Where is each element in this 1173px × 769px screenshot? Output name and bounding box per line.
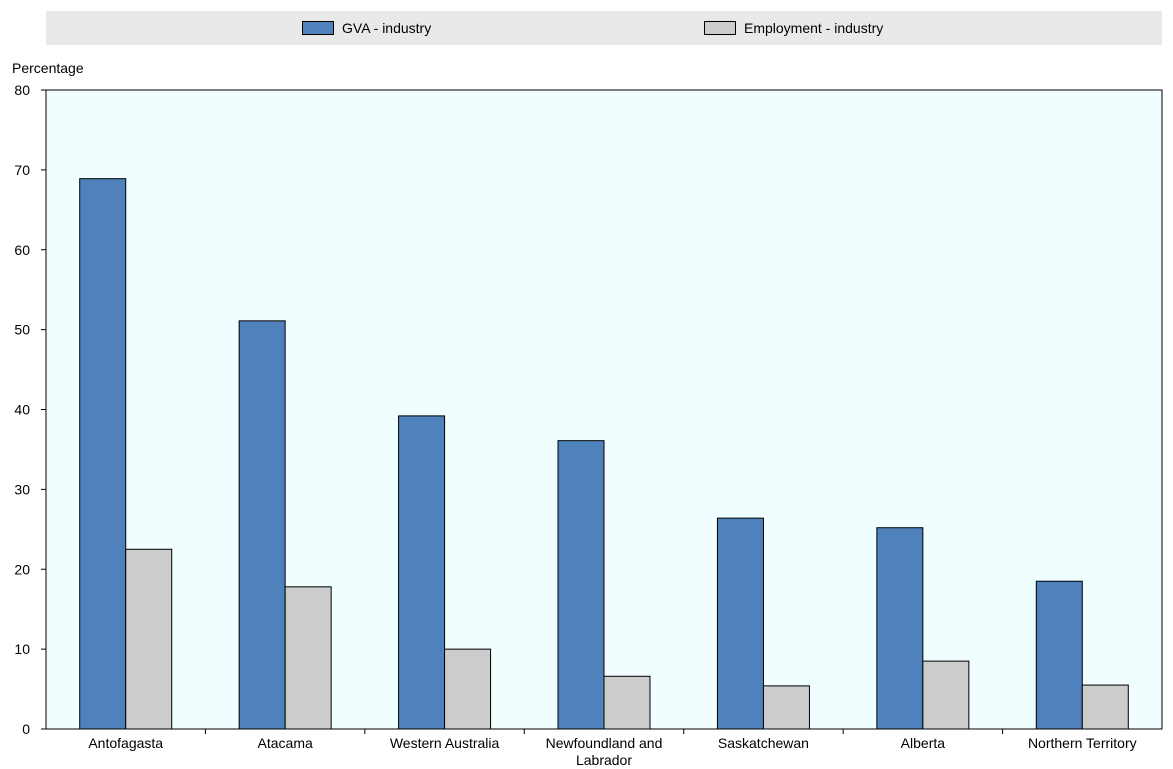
bar-gva [79, 178, 127, 730]
x-tick-label: Western Australia [390, 735, 500, 751]
y-tick-label: 70 [14, 162, 30, 178]
x-tick-label: Saskatchewan [718, 735, 809, 751]
x-tick-label: Northern Territory [1028, 735, 1137, 751]
y-tick-label: 20 [14, 561, 30, 577]
x-tick-label: Newfoundland and Labrador [546, 735, 663, 768]
y-tick-label: 0 [22, 721, 30, 737]
x-tick-label: Antofagasta [88, 735, 163, 751]
bar-employment [1081, 684, 1129, 730]
bar-gva [716, 517, 764, 730]
bar-gva [557, 440, 605, 730]
bar-gva [1035, 580, 1083, 730]
legend-item-gva: GVA - industry [302, 19, 431, 37]
y-tick-label: 30 [14, 481, 30, 497]
legend: GVA - industry Employment - industry [46, 11, 1162, 45]
bar-employment [284, 586, 332, 730]
y-tick-label: 80 [14, 82, 30, 98]
bar-employment [762, 685, 810, 730]
bar-employment [125, 548, 173, 730]
bar-employment [444, 648, 492, 730]
legend-swatch-gva [302, 21, 334, 35]
y-tick-label: 10 [14, 641, 30, 657]
x-tick-label: Atacama [258, 735, 313, 751]
legend-item-employment: Employment - industry [704, 19, 883, 37]
y-axis-label: Percentage [12, 60, 84, 76]
x-tick-label: Alberta [901, 735, 946, 751]
legend-swatch-employment [704, 21, 736, 35]
legend-label-employment: Employment - industry [744, 20, 884, 36]
bar-gva [876, 527, 924, 730]
y-tick-label: 60 [14, 242, 30, 258]
y-tick-label: 50 [14, 322, 30, 338]
legend-label-gva: GVA - industry [342, 20, 432, 36]
bar-employment [603, 675, 651, 730]
bar-gva [238, 320, 286, 730]
bar-employment [922, 660, 970, 730]
bar-gva [398, 415, 446, 730]
y-tick-label: 40 [14, 402, 30, 418]
